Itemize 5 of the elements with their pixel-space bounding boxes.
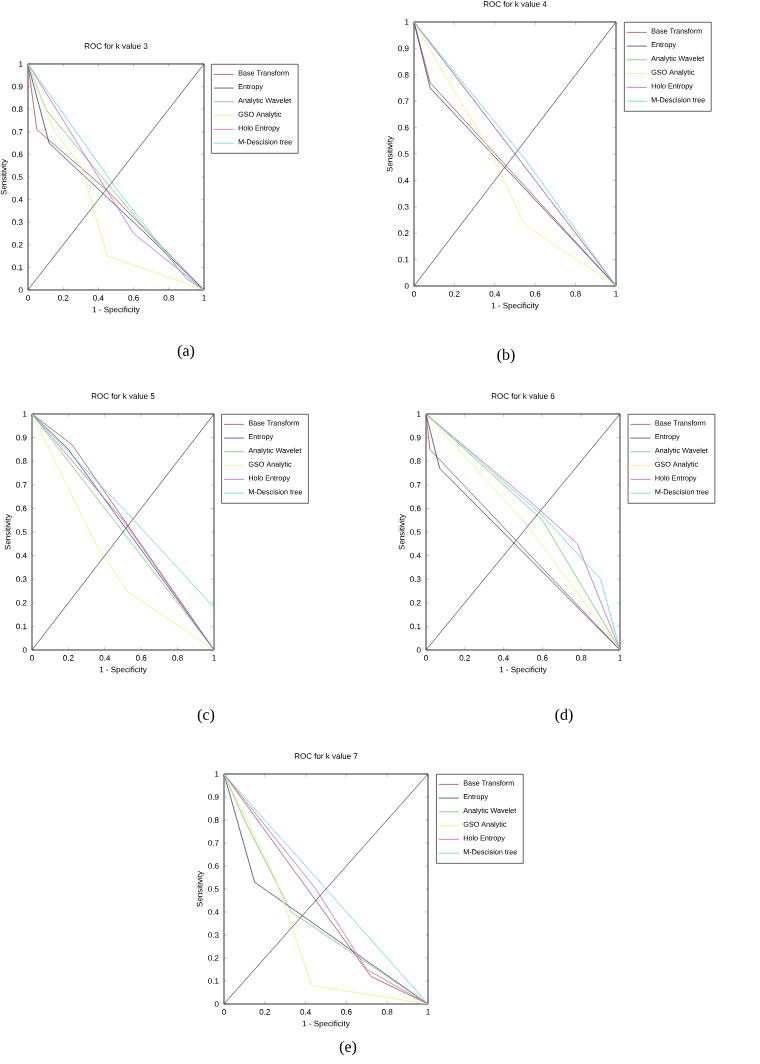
text: (a)	[177, 344, 195, 360]
text: (b)	[497, 348, 515, 364]
text: (e)	[339, 1040, 357, 1056]
text: (d)	[555, 708, 573, 724]
text: (c)	[197, 708, 215, 724]
